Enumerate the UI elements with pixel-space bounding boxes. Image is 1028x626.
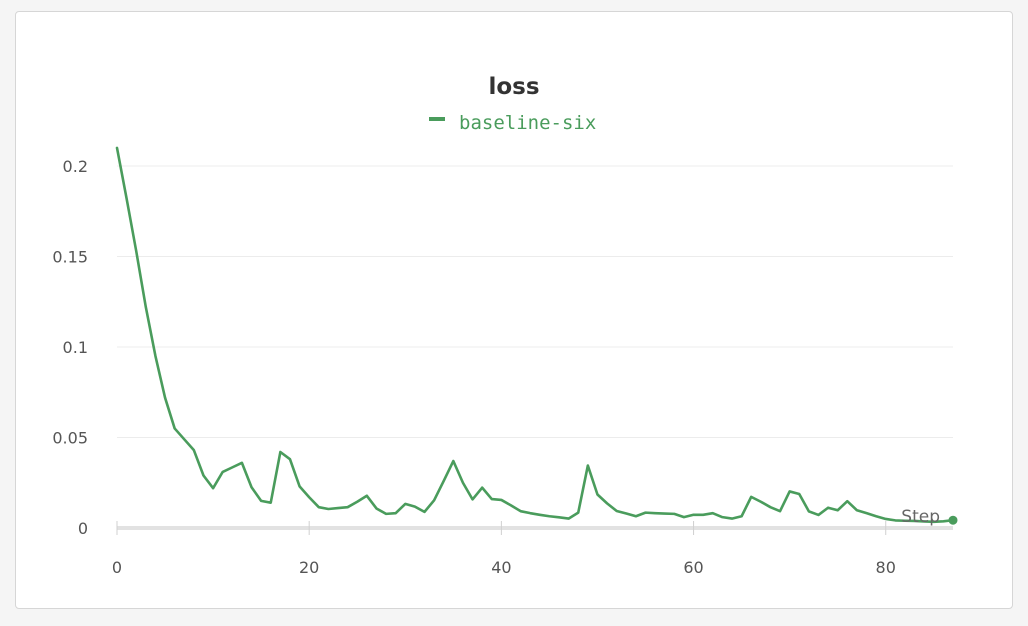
series-line-0[interactable] bbox=[115, 146, 955, 524]
legend-item-0[interactable]: baseline-six bbox=[429, 112, 596, 134]
x-tick-label-2: 40 bbox=[491, 558, 511, 577]
y-tick-label-2: 0.1 bbox=[63, 338, 88, 357]
legend-label-0: baseline-six bbox=[459, 112, 596, 134]
x-tick-label-4: 80 bbox=[876, 558, 896, 577]
grid-lines bbox=[117, 165, 953, 438]
axes bbox=[116, 521, 953, 535]
loss-chart[interactable]: loss baseline-six 0 20 40 60 8000.050.10.150… bbox=[16, 12, 1012, 608]
x-tick-label-3: 60 bbox=[683, 558, 703, 577]
x-axis-label: Step bbox=[901, 507, 940, 527]
y-tick-label-0: 0 bbox=[78, 519, 88, 538]
legend[interactable]: baseline-six bbox=[429, 112, 596, 134]
y-tick-label-4: 0.2 bbox=[63, 157, 88, 176]
chart-title: loss bbox=[488, 74, 539, 100]
x-tick-label-0: 0 bbox=[112, 558, 122, 577]
series-layer bbox=[115, 146, 958, 525]
y-tick-label-1: 0.05 bbox=[52, 429, 88, 448]
tick-labels: 0 20 40 60 80 0 0.05 0.1 0.15 0.2 bbox=[52, 157, 896, 577]
chart-panel: loss baseline-six 0 20 40 60 80 0 0.05 0.1 0.15 0… bbox=[15, 11, 1013, 609]
y-tick-label-3: 0.15 bbox=[52, 248, 88, 267]
x-tick-label-1: 20 bbox=[299, 558, 319, 577]
series-end-point-0[interactable] bbox=[948, 515, 958, 525]
